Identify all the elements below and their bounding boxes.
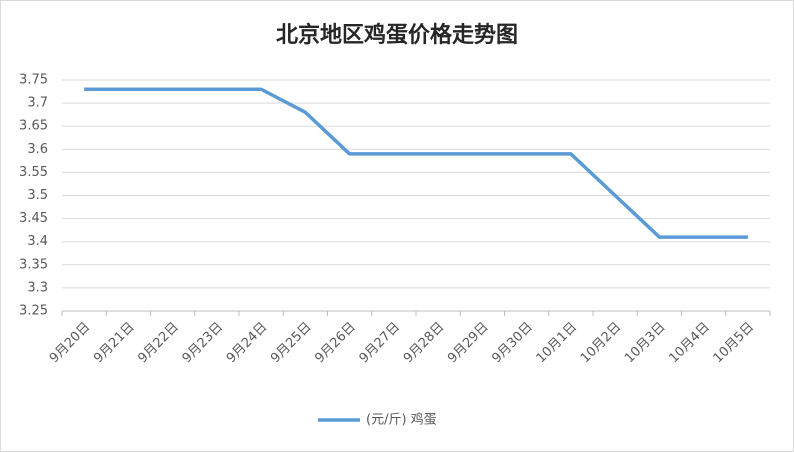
chart-title: 北京地区鸡蛋价格走势图: [276, 22, 518, 48]
line-series: [84, 87, 748, 239]
y-tick-label: 3.55: [19, 165, 48, 180]
y-tick-label: 3.25: [19, 304, 48, 319]
y-tick-label: 3.5: [27, 188, 48, 203]
y-tick-label: 3.6: [27, 142, 48, 157]
y-tick-label: 3.45: [19, 211, 48, 226]
y-tick-label: 3.35: [19, 257, 48, 272]
y-tick-label: 3.75: [19, 73, 48, 88]
y-tick-label: 3.3: [27, 280, 48, 295]
y-tick-label: 3.4: [27, 234, 48, 249]
y-tick-label: 3.7: [27, 96, 48, 111]
y-tick-label: 3.65: [19, 119, 48, 134]
legend-label: (元/斤) 鸡蛋: [366, 412, 437, 428]
